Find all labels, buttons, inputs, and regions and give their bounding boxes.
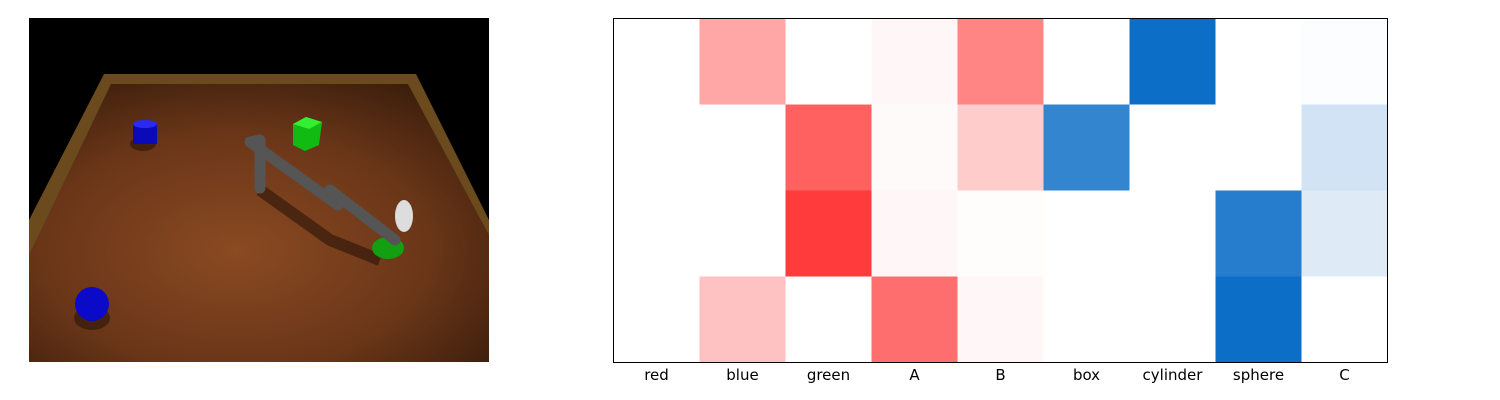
heat-cell bbox=[785, 104, 872, 191]
heat-cell bbox=[785, 190, 872, 277]
heat-cell bbox=[1129, 276, 1216, 363]
heat-cell bbox=[1301, 104, 1388, 191]
arm-shadow bbox=[256, 185, 383, 266]
scene-image bbox=[29, 18, 489, 362]
heat-cell bbox=[1301, 276, 1388, 363]
cylinder-object bbox=[133, 124, 157, 144]
heat-cell bbox=[957, 190, 1044, 277]
heat-cell bbox=[871, 18, 958, 105]
heat-cell bbox=[1129, 190, 1216, 277]
x-tick-label: B bbox=[995, 366, 1005, 384]
heat-cell bbox=[699, 104, 786, 191]
heat-cell bbox=[699, 276, 786, 363]
floor bbox=[29, 84, 489, 362]
heat-cell bbox=[613, 190, 700, 277]
heat-cell bbox=[1215, 276, 1302, 363]
heat-cell bbox=[699, 18, 786, 105]
heat-cell bbox=[871, 104, 958, 191]
sphere-object bbox=[75, 287, 109, 321]
x-tick-label: sphere bbox=[1233, 366, 1284, 384]
x-tick-label: green bbox=[807, 366, 850, 384]
heat-cell bbox=[1043, 18, 1130, 105]
heat-cell bbox=[871, 190, 958, 277]
heat-cell bbox=[1129, 104, 1216, 191]
heat-cell bbox=[1301, 190, 1388, 277]
heat-cell bbox=[1301, 18, 1388, 105]
heat-cell bbox=[871, 276, 958, 363]
x-tick-label: A bbox=[909, 366, 920, 384]
heat-cell bbox=[1215, 18, 1302, 105]
heat-cell bbox=[613, 18, 700, 105]
x-tick-label: cylinder bbox=[1143, 366, 1204, 384]
x-tick-label: box bbox=[1073, 366, 1100, 384]
heat-cell bbox=[957, 104, 1044, 191]
heat-cell bbox=[1043, 104, 1130, 191]
heat-cell bbox=[699, 190, 786, 277]
x-tick-label: blue bbox=[726, 366, 758, 384]
heat-cell bbox=[613, 104, 700, 191]
heat-cell bbox=[1043, 276, 1130, 363]
heat-cell bbox=[957, 18, 1044, 105]
heat-cell bbox=[1043, 190, 1130, 277]
x-tick-label: red bbox=[644, 366, 669, 384]
plot-frame bbox=[613, 18, 1388, 363]
heat-cell bbox=[1215, 190, 1302, 277]
heat-cell bbox=[785, 18, 872, 105]
robot-arm bbox=[244, 134, 401, 246]
cube-top bbox=[293, 117, 322, 129]
heat-cell bbox=[613, 276, 700, 363]
heat-cell bbox=[1215, 104, 1302, 191]
gripper bbox=[395, 200, 413, 232]
heat-cell bbox=[785, 276, 872, 363]
heat-cell bbox=[1129, 18, 1216, 105]
x-tick-label: C bbox=[1339, 366, 1349, 384]
heat-cell bbox=[957, 276, 1044, 363]
cylinder-top bbox=[133, 120, 157, 128]
